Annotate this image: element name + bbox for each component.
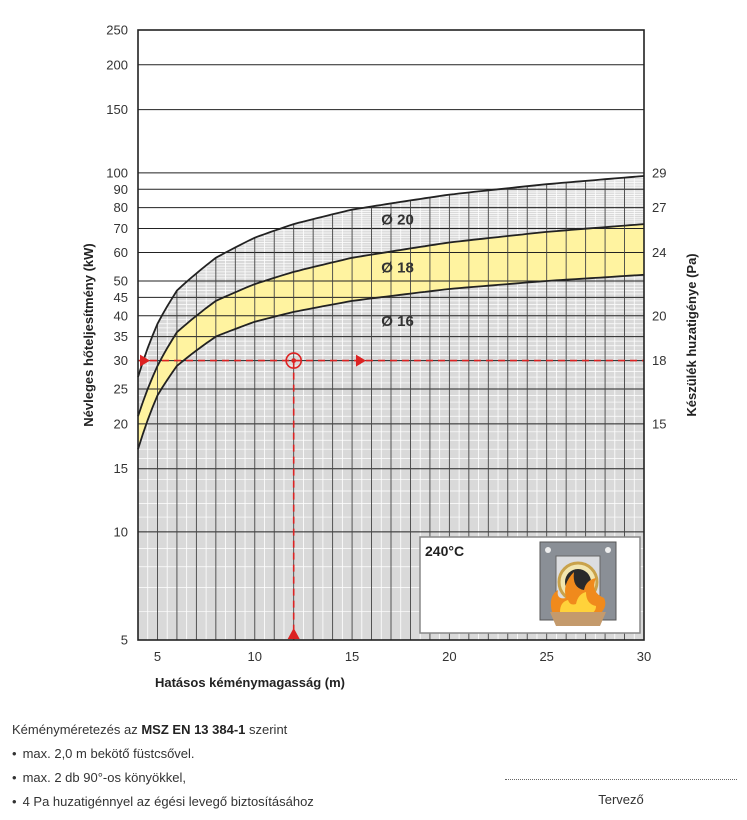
signature-line: [505, 773, 737, 780]
y-axis-title: Névleges hőteljesítmény (kW): [81, 243, 96, 427]
curve-label-18: Ø 18: [381, 260, 414, 277]
chimney-sizing-chart: Ø 20 Ø 18 Ø 16 5 10 15 20 25 30 35 40 45 50 60 70 80 90…: [81, 23, 699, 691]
notes-list: max. 2,0 m bekötő füstcsővel. max. 2 db …: [12, 742, 314, 814]
y-tick-label: 50: [114, 273, 128, 288]
example-arrow-bottom: [287, 628, 300, 639]
y-tick-label: 20: [114, 416, 128, 431]
plot-frame: [137, 29, 645, 641]
designer-signature: Tervező: [505, 773, 737, 807]
signature-label: Tervező: [598, 792, 644, 807]
curve-18-line: [137, 223, 645, 417]
y-tick-label: 200: [106, 57, 128, 72]
y-tick-label: 30: [114, 353, 128, 368]
x-axis-ticks: 5 10 15 20 25 30: [154, 649, 651, 664]
x-tick-label: 20: [442, 649, 456, 664]
y-tick-label: 90: [114, 182, 128, 197]
y-tick-label: 25: [114, 382, 128, 397]
note-item: max. 2 db 90°-os könyökkel,: [12, 766, 314, 790]
note-item: max. 2,0 m bekötő füstcsővel.: [12, 742, 314, 766]
right-tick-label: 18: [652, 353, 666, 368]
example-point-ring: [285, 352, 302, 369]
sizing-notes: Kéményméretezés az MSZ EN 13 384-1 szeri…: [12, 718, 314, 814]
y-axis-ticks: 5 10 15 20 25 30 35 40 45 50 60 70 80 90 100 150 200 250: [106, 23, 128, 648]
curve-16-line: [137, 273, 645, 450]
fireplace-icon: [539, 541, 617, 626]
curve-label-16: Ø 16: [381, 313, 414, 330]
x-tick-label: 25: [539, 649, 553, 664]
y-tick-label: 250: [106, 23, 128, 38]
y-tick-label: 35: [114, 329, 128, 344]
y-tick-label: 15: [114, 461, 128, 476]
y-tick-label: 5: [121, 633, 128, 648]
curve-labels: Ø 20 Ø 18 Ø 16: [381, 212, 414, 330]
x-axis-title: Hatásos kéménymagasság (m): [155, 675, 345, 690]
right-tick-label: 15: [652, 416, 666, 431]
x-tick-label: 30: [637, 649, 651, 664]
right-axis-ticks: 15 18 20 24 27 29: [652, 165, 666, 431]
x-tick-label: 5: [154, 649, 161, 664]
y-tick-label: 45: [114, 290, 128, 305]
inset-temperature-label: 240°C: [425, 543, 464, 559]
diameter-18-band: [138, 224, 644, 450]
example-reading: [138, 352, 644, 640]
y-tick-label: 150: [106, 102, 128, 117]
y-tick-label: 40: [114, 308, 128, 323]
right-tick-label: 27: [652, 200, 666, 215]
x-tick-label: 10: [248, 649, 262, 664]
example-arrow-left: [140, 354, 150, 367]
upper-white-region: [138, 30, 644, 377]
right-axis-title: Készülék huzatigénye (Pa): [684, 253, 699, 416]
curve-20-line: [137, 175, 645, 378]
standard-name: MSZ EN 13 384-1: [141, 722, 246, 737]
notes-intro: Kéményméretezés az MSZ EN 13 384-1 szeri…: [12, 722, 288, 737]
right-tick-label: 24: [652, 245, 666, 260]
example-arrow-mid: [355, 354, 366, 367]
right-tick-label: 20: [652, 308, 666, 323]
curve-label-20: Ø 20: [381, 212, 414, 229]
right-tick-label: 29: [652, 165, 666, 180]
y-tick-label: 70: [114, 221, 128, 236]
y-tick-label: 60: [114, 245, 128, 260]
note-item: 4 Pa huzatigénnyel az égési levegő bizto…: [12, 790, 314, 814]
temperature-inset: 240°C: [419, 536, 641, 634]
y-tick-label: 80: [114, 200, 128, 215]
example-point: [291, 358, 297, 364]
diameter-curves: [137, 175, 645, 450]
y-tick-label: 100: [106, 165, 128, 180]
x-tick-label: 15: [345, 649, 359, 664]
y-tick-label: 10: [114, 524, 128, 539]
